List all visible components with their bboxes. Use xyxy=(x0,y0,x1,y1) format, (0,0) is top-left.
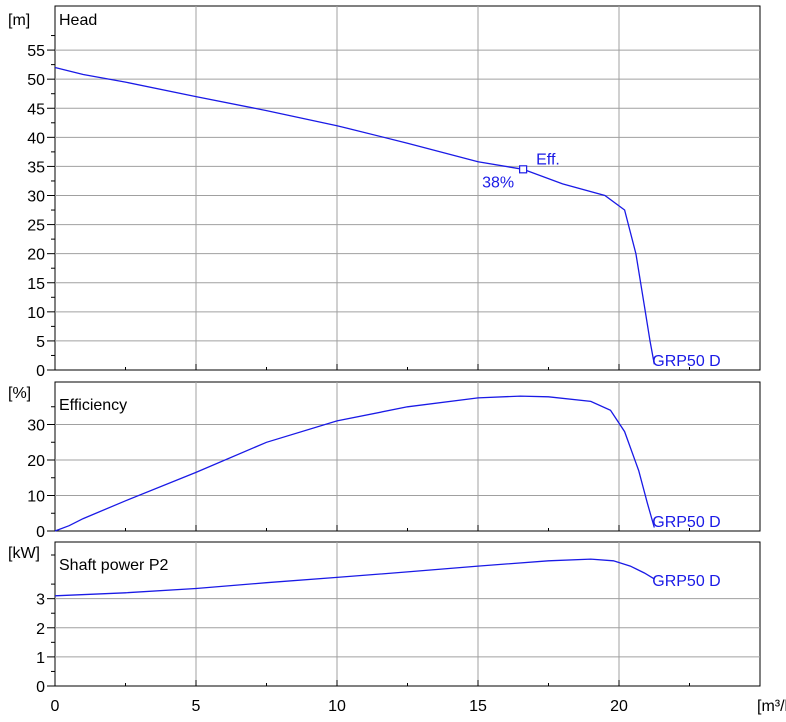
y-tick-label: 20 xyxy=(27,453,45,470)
y-tick-label: 3 xyxy=(36,592,45,609)
y-tick-label: 45 xyxy=(27,101,45,118)
y-tick-label: 10 xyxy=(27,305,45,322)
panel-frame xyxy=(54,381,761,532)
y-unit-label: [m] xyxy=(8,12,30,29)
y-tick-label: 40 xyxy=(27,130,45,147)
panel-3: 0 1 2 3 [kW] Shaft power P2 GRP50 D 0 5 10 15 20 [m³… xyxy=(8,541,786,715)
panel-title: Shaft power P2 xyxy=(59,557,169,574)
y-tick-label: 10 xyxy=(27,489,45,506)
x-tick-label: 5 xyxy=(192,698,201,715)
y-tick-label: 2 xyxy=(36,621,45,638)
y-tick-label: 15 xyxy=(27,276,45,293)
x-tick-label: 0 xyxy=(51,698,60,715)
panel-frame xyxy=(54,541,761,687)
panel-2: 0 10 20 30 [%] Efficiency GRP50 D xyxy=(8,381,761,541)
x-tick-label: 15 xyxy=(469,698,487,715)
x-axis-label: [m³/h] xyxy=(757,698,786,715)
eff-point-marker xyxy=(519,165,528,174)
y-tick-label: 0 xyxy=(36,679,45,696)
series-line-grp50-d xyxy=(54,66,655,365)
x-tick-label: 10 xyxy=(328,698,346,715)
y-tick-label: 30 xyxy=(27,189,45,206)
panel-title: Head xyxy=(59,12,97,29)
y-tick-label: 20 xyxy=(27,247,45,264)
y-tick-label: 50 xyxy=(27,72,45,89)
series-label: GRP50 D xyxy=(652,353,720,370)
y-tick-label: 0 xyxy=(36,363,45,380)
y-unit-label: [kW] xyxy=(8,545,40,562)
y-tick-label: 0 xyxy=(36,524,45,541)
y-tick-label: 55 xyxy=(27,43,45,60)
y-tick-label: 5 xyxy=(36,334,45,351)
series-label: GRP50 D xyxy=(652,573,720,590)
annotation-eff-value: 38% xyxy=(482,174,514,191)
y-unit-label: [%] xyxy=(8,385,31,402)
series-line-grp50-d xyxy=(54,558,655,597)
series-label: GRP50 D xyxy=(652,514,720,531)
x-tick-label: 20 xyxy=(610,698,628,715)
y-tick-label: 30 xyxy=(27,418,45,435)
y-tick-label: 1 xyxy=(36,650,45,667)
y-tick-label: 25 xyxy=(27,218,45,235)
panel-frame xyxy=(54,5,761,371)
annotation-eff: Eff. xyxy=(536,151,560,168)
panel-1: 0 5 10 15 20 25 30 35 40 45 50 55 [m] Head GRP50 D Eff.… xyxy=(8,5,761,380)
y-tick-label: 35 xyxy=(27,159,45,176)
series-line-grp50-d xyxy=(54,395,655,532)
panel-title: Efficiency xyxy=(59,397,127,414)
